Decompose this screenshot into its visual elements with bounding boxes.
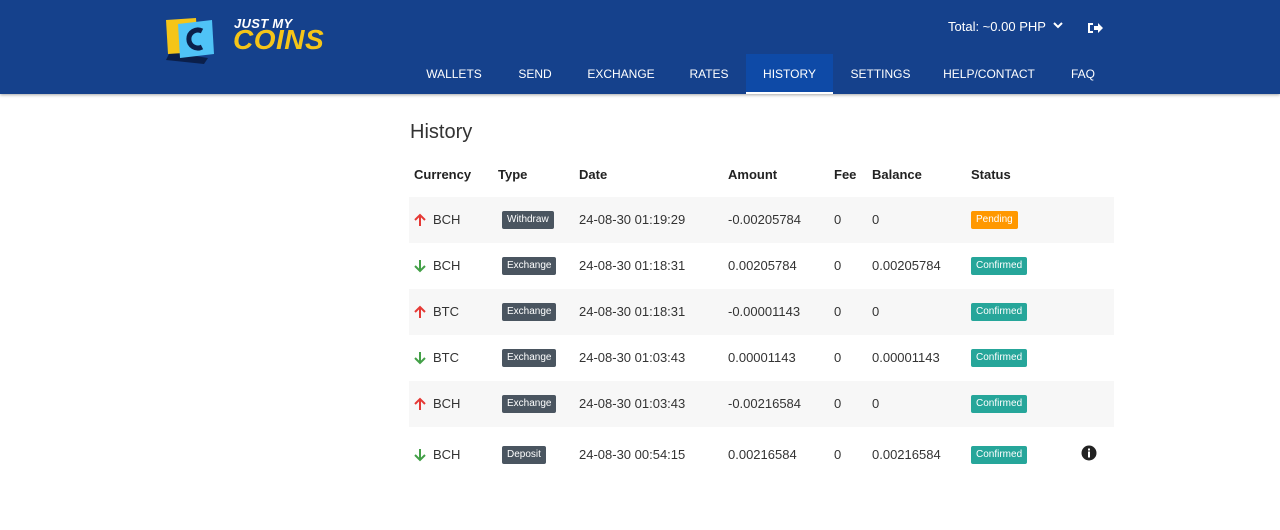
type-badge: Exchange <box>502 395 557 413</box>
column-header-status: Status <box>971 167 1011 182</box>
table-row[interactable]: BCH Exchange 24-08-30 01:18:31 0.00205784 0 0… <box>409 243 1114 289</box>
table-row[interactable]: BCH Exchange 24-08-30 01:03:43 -0.00216584 0… <box>409 381 1114 427</box>
currency-cell: BCH <box>433 212 461 227</box>
type-badge: Withdraw <box>502 211 554 229</box>
date-cell: 24-08-30 01:18:31 <box>579 304 686 319</box>
type-badge: Exchange <box>502 349 557 367</box>
info-icon[interactable] <box>1081 445 1097 461</box>
currency-cell: BTC <box>433 304 459 319</box>
table-row[interactable]: BTC Exchange 24-08-30 01:03:43 0.00001143 0 0… <box>409 335 1114 381</box>
page-title: History <box>410 121 473 143</box>
date-cell: 24-08-30 01:18:31 <box>579 258 686 273</box>
status-badge: Confirmed <box>971 257 1028 275</box>
currency-cell: BTC <box>433 350 459 365</box>
date-cell: 24-08-30 01:19:29 <box>579 212 686 227</box>
column-header-fee: Fee <box>834 167 857 182</box>
type-badge: Exchange <box>502 257 557 275</box>
top-header: JUST MY COINS Total: ~0.00 PHP <box>0 0 1280 94</box>
balance-cell: 0.00001143 <box>872 350 940 365</box>
arrow-down-icon <box>414 352 426 365</box>
table-row[interactable]: BCH Deposit 24-08-30 00:54:15 0.00216584 0 0.… <box>409 427 1114 483</box>
fee-cell: 0 <box>834 304 842 319</box>
type-badge: Deposit <box>502 446 546 464</box>
arrow-up-icon <box>414 305 426 318</box>
column-header-balance: Balance <box>872 167 922 182</box>
column-header-date: Date <box>579 167 608 182</box>
amount-cell: -0.00205784 <box>728 212 802 227</box>
fee-cell: 0 <box>834 258 842 273</box>
status-badge: Confirmed <box>971 395 1028 413</box>
chevron-down-icon[interactable] <box>1052 19 1064 31</box>
balance-cell: 0.00216584 <box>872 447 941 462</box>
arrow-up-icon <box>414 397 426 410</box>
fee-cell: 0 <box>834 396 842 411</box>
status-badge: Confirmed <box>971 446 1028 464</box>
amount-cell: 0.00216584 <box>728 447 797 462</box>
brand-logo[interactable]: JUST MY COINS <box>164 16 324 64</box>
column-header-amount: Amount <box>728 167 778 182</box>
fee-cell: 0 <box>834 350 842 365</box>
brand-line2: COINS <box>233 24 325 55</box>
arrow-up-icon <box>414 213 426 226</box>
date-cell: 24-08-30 01:03:43 <box>579 396 686 411</box>
fee-cell: 0 <box>834 447 842 462</box>
tab-exchange[interactable]: EXCHANGE <box>587 67 655 81</box>
total-balance[interactable]: Total: ~0.00 PHP <box>948 19 1046 34</box>
amount-cell: -0.00001143 <box>728 304 801 319</box>
column-header-type: Type <box>498 167 528 182</box>
balance-cell: 0 <box>872 212 880 227</box>
date-cell: 24-08-30 00:54:15 <box>579 447 686 462</box>
arrow-down-icon <box>414 260 426 273</box>
balance-cell: 0 <box>872 304 880 319</box>
tab-help-contact[interactable]: HELP/CONTACT <box>943 67 1035 81</box>
arrow-down-icon <box>414 449 426 462</box>
date-cell: 24-08-30 01:03:43 <box>579 350 686 365</box>
table-row[interactable]: BCH Withdraw 24-08-30 01:19:29 -0.00205784 0… <box>409 197 1114 243</box>
tab-faq[interactable]: FAQ <box>1070 67 1095 81</box>
brand-line1: JUST MY <box>234 16 293 31</box>
column-header-currency: Currency <box>414 167 472 182</box>
status-badge: Confirmed <box>971 303 1028 321</box>
table-row[interactable]: BTC Exchange 24-08-30 01:18:31 -0.00001143 0… <box>409 289 1114 335</box>
amount-cell: 0.00205784 <box>728 258 797 273</box>
tab-send[interactable]: SEND <box>518 67 552 81</box>
currency-cell: BCH <box>433 447 461 462</box>
tab-wallets[interactable]: WALLETS <box>426 67 482 81</box>
currency-cell: BCH <box>433 258 461 273</box>
tab-settings[interactable]: SETTINGS <box>850 67 911 81</box>
amount-cell: 0.00001143 <box>728 350 796 365</box>
coin-logo-icon <box>166 18 214 64</box>
fee-cell: 0 <box>834 212 842 227</box>
balance-cell: 0 <box>872 396 880 411</box>
balance-cell: 0.00205784 <box>872 258 941 273</box>
status-badge: Confirmed <box>971 349 1028 367</box>
currency-cell: BCH <box>433 396 461 411</box>
amount-cell: -0.00216584 <box>728 396 802 411</box>
status-badge: Pending <box>971 211 1018 229</box>
tab-history[interactable]: HISTORY <box>746 54 833 94</box>
logout-icon[interactable] <box>1087 20 1103 36</box>
tab-rates[interactable]: RATES <box>689 67 729 81</box>
type-badge: Exchange <box>502 303 557 321</box>
